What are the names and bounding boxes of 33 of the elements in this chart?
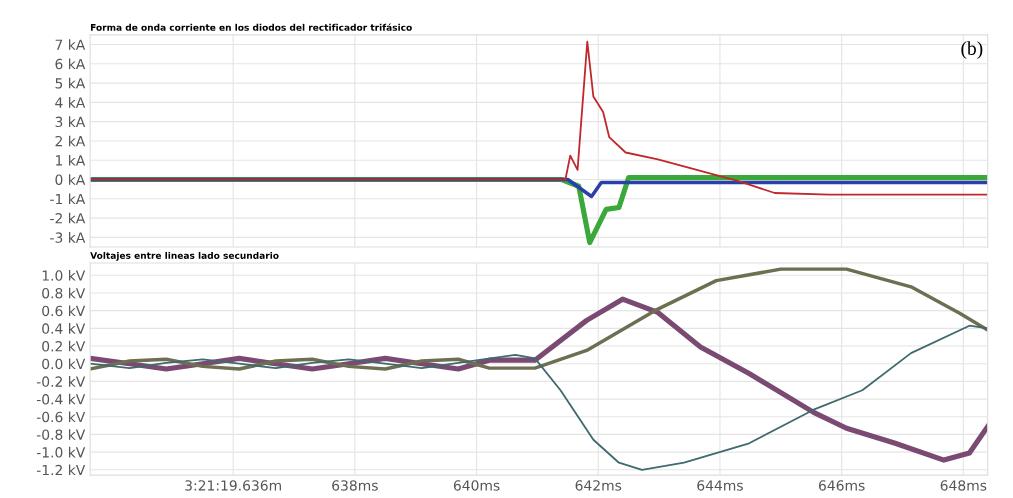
y-tick-label: 6 kA (55, 58, 86, 70)
chart-title: Forma de onda corriente en los diodos del rectificador trifásico (90, 23, 412, 31)
y-tick-label: 0.4 kV (42, 323, 86, 334)
annotation: (b) (961, 41, 983, 59)
y-tick-label: 1.0 kV (42, 270, 86, 281)
y-tick-label: 4 kA (55, 97, 86, 108)
y-tick-label: 3 kA (55, 116, 86, 128)
y-tick-label: 2 kA (55, 135, 86, 147)
y-tick-label: -1.2 kV (36, 464, 86, 476)
x-tick-label: 648ms (940, 480, 987, 491)
y-tick-label: -3 kA (50, 232, 86, 243)
x-tick-label: 644ms (697, 480, 743, 491)
y-tick-label: -1 kA (50, 193, 86, 205)
y-tick-label: -1.0 kV (36, 446, 86, 458)
y-tick-label: 0 kA (55, 174, 86, 185)
y-tick-label: 0.2 kV (42, 340, 86, 352)
y-tick-label: 0.8 kV (42, 287, 86, 299)
y-tick-label: 1 kA (56, 154, 86, 166)
y-tick-label: 0.6 kV (42, 305, 86, 317)
y-tick-label: 5 kA (55, 77, 86, 89)
x-tick-label: 646ms (818, 480, 865, 491)
y-tick-label: -0.4 kV (36, 393, 86, 405)
x-tick-label: 638ms (332, 480, 378, 491)
x-tick-label: 3:21:19.636m (185, 480, 281, 491)
chart-title: Voltajes entre lineas lado secundario (90, 251, 279, 261)
y-tick-label: 7 kA (55, 39, 86, 50)
y-tick-label: -0.2 kV (36, 376, 86, 387)
y-tick-label: -2 kA (50, 212, 86, 224)
y-tick-label: 0.0 kV (42, 358, 86, 370)
x-tick-label: 640ms (453, 480, 500, 491)
y-tick-label: -0.8 kV (36, 429, 86, 440)
y-tick-label: -0.6 kV (36, 411, 86, 423)
x-tick-label: 642ms (575, 480, 622, 491)
